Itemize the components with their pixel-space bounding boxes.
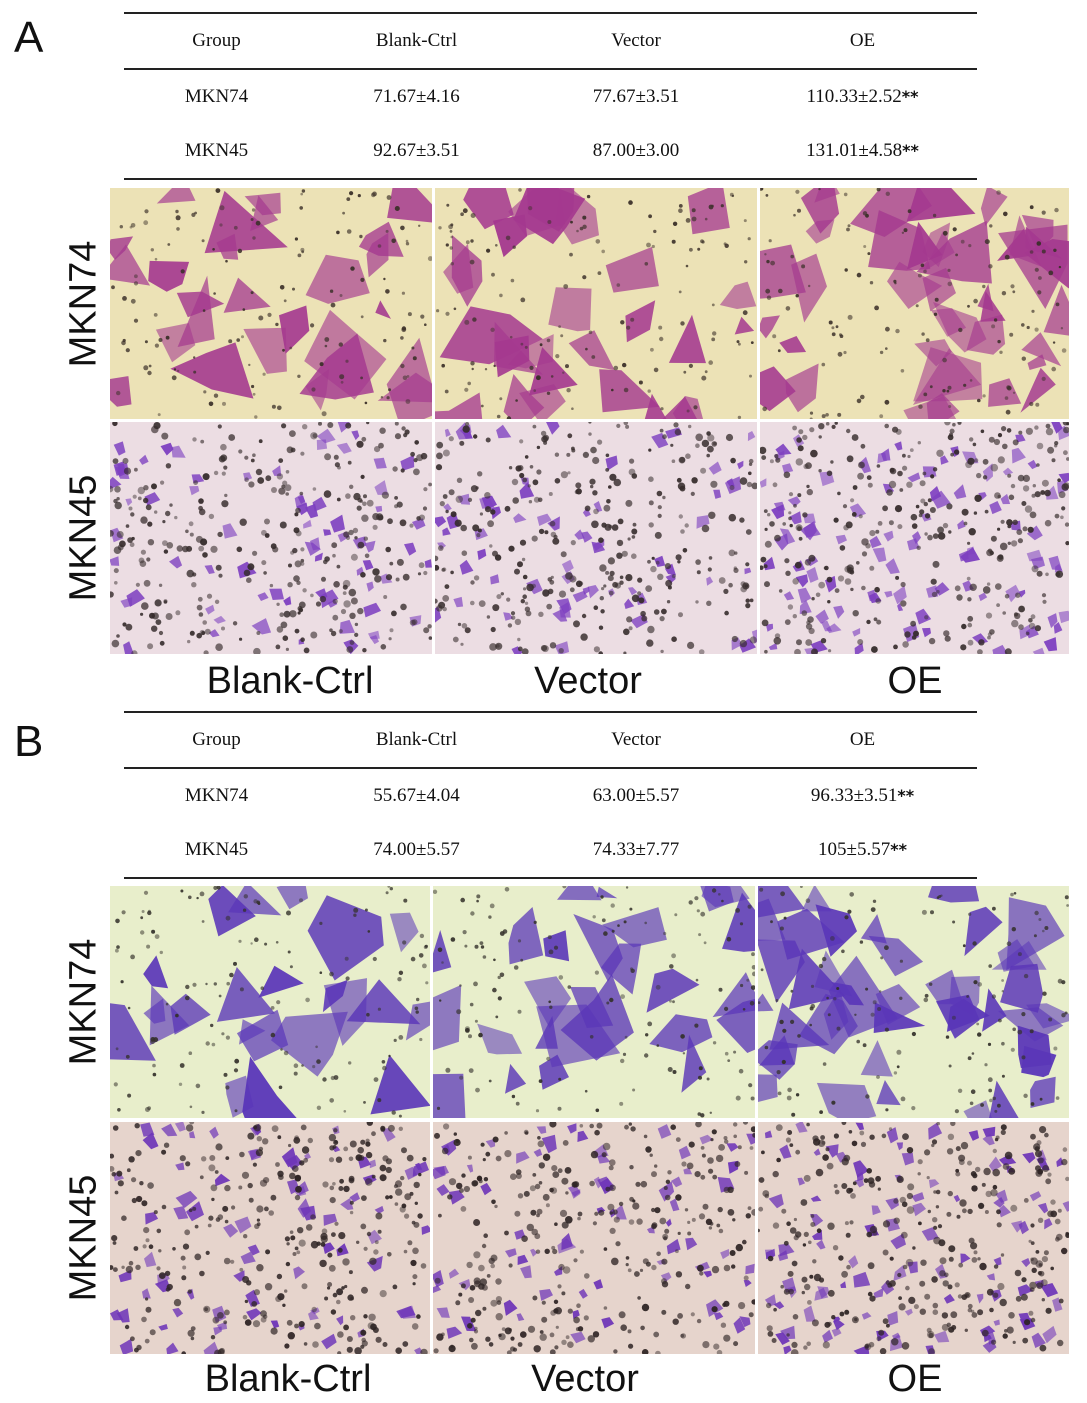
header-vector: Vector <box>524 12 748 70</box>
oe-value: 131.01±4.58 <box>806 140 903 161</box>
row-label-mkn74: MKN74 <box>62 938 105 1066</box>
micrograph-mkn45-oe <box>760 422 1069 654</box>
cell-group: MKN45 <box>124 124 309 180</box>
row-label-mkn45: MKN45 <box>62 474 105 602</box>
panel-a: A Group Blank-Ctrl Vector OE MKN74 71.67… <box>0 0 1087 702</box>
panel-letter: A <box>14 13 44 62</box>
cell-blank-ctrl: 71.67±4.16 <box>373 86 460 107</box>
cell-group: MKN45 <box>124 823 309 879</box>
col-label-oe: OE <box>887 1358 943 1400</box>
cell-vector: 63.00±5.57 <box>592 785 680 806</box>
cell-vector: 77.67±3.51 <box>592 86 680 107</box>
micrograph-mkn74-blank-ctrl <box>110 886 430 1118</box>
header-group: Group <box>124 711 309 769</box>
significance-marker: ** <box>902 141 919 160</box>
oe-value: 96.33±3.51 <box>810 785 898 806</box>
cell-oe: 96.33±3.51** <box>748 768 977 823</box>
cell-vector: 87.00±3.00 <box>524 124 748 180</box>
cell-oe: 105±5.57** <box>748 823 977 879</box>
micrograph-mkn45-vector <box>435 422 757 654</box>
panel-b: B Group Blank-Ctrl Vector OE MKN74 55.67… <box>0 700 1087 1403</box>
micrograph-grid <box>110 886 1069 1354</box>
header-blank-ctrl: Blank-Ctrl <box>309 12 524 70</box>
header-oe: OE <box>748 711 977 769</box>
micrograph-row-mkn45 <box>110 422 1069 654</box>
col-label-vector: Vector <box>531 1358 639 1400</box>
row-label-mkn45: MKN45 <box>62 1174 105 1302</box>
header-oe: OE <box>748 12 977 70</box>
oe-value: 110.33±2.52 <box>806 86 902 107</box>
table-row: MKN74 71.67±4.16 77.67±3.51 110.33±2.52*… <box>124 69 977 124</box>
micrograph-mkn74-vector <box>435 188 757 419</box>
micrograph-mkn45-vector <box>433 1122 755 1354</box>
micrograph-mkn45-oe <box>758 1122 1069 1354</box>
cell-blank-ctrl: 92.67±3.51 <box>309 124 524 180</box>
micrograph-mkn74-oe <box>760 188 1069 419</box>
results-table: Group Blank-Ctrl Vector OE MKN74 71.67±4… <box>124 12 977 180</box>
col-label-blank-ctrl: Blank-Ctrl <box>206 660 374 702</box>
micrograph-row-mkn74 <box>110 886 1069 1118</box>
header-vector: Vector <box>524 711 748 769</box>
table-row: MKN45 92.67±3.51 87.00±3.00 131.01±4.58*… <box>124 124 977 180</box>
cell-group: MKN74 <box>184 785 249 806</box>
micrograph-mkn45-blank-ctrl <box>110 1122 430 1354</box>
cell-blank-ctrl: 74.00±5.57 <box>309 823 524 879</box>
col-label-oe: OE <box>887 660 943 702</box>
col-label-vector: Vector <box>534 660 642 702</box>
cell-oe: 131.01±4.58** <box>748 124 977 180</box>
table-header-row: Group Blank-Ctrl Vector OE <box>124 711 977 769</box>
micrograph-mkn45-blank-ctrl <box>110 422 432 654</box>
cell-blank-ctrl: 55.67±4.04 <box>373 785 460 806</box>
table-header-row: Group Blank-Ctrl Vector OE <box>124 12 977 70</box>
cell-group: MKN74 <box>184 86 249 107</box>
header-blank-ctrl: Blank-Ctrl <box>309 711 524 769</box>
header-group: Group <box>124 12 309 70</box>
micrograph-mkn74-blank-ctrl <box>110 188 432 419</box>
micrograph-mkn74-oe <box>758 886 1069 1118</box>
significance-marker: ** <box>890 840 907 859</box>
micrograph-row-mkn45 <box>110 1122 1069 1354</box>
micrograph-mkn74-vector <box>433 886 755 1118</box>
row-label-mkn74: MKN74 <box>62 240 105 368</box>
panel-letter: B <box>14 717 44 766</box>
micrograph-grid <box>110 188 1069 654</box>
micrograph-row-mkn74 <box>110 188 1069 419</box>
table-row: MKN74 55.67±4.04 63.00±5.57 96.33±3.51** <box>124 768 977 823</box>
cell-vector: 74.33±7.77 <box>524 823 748 879</box>
significance-marker: ** <box>901 87 919 106</box>
significance-marker: ** <box>897 786 915 805</box>
col-label-blank-ctrl: Blank-Ctrl <box>204 1358 372 1400</box>
results-table: Group Blank-Ctrl Vector OE MKN74 55.67±4… <box>124 711 977 879</box>
oe-value: 105±5.57 <box>818 839 891 860</box>
table-row: MKN45 74.00±5.57 74.33±7.77 105±5.57** <box>124 823 977 879</box>
cell-oe: 110.33±2.52** <box>748 69 977 124</box>
